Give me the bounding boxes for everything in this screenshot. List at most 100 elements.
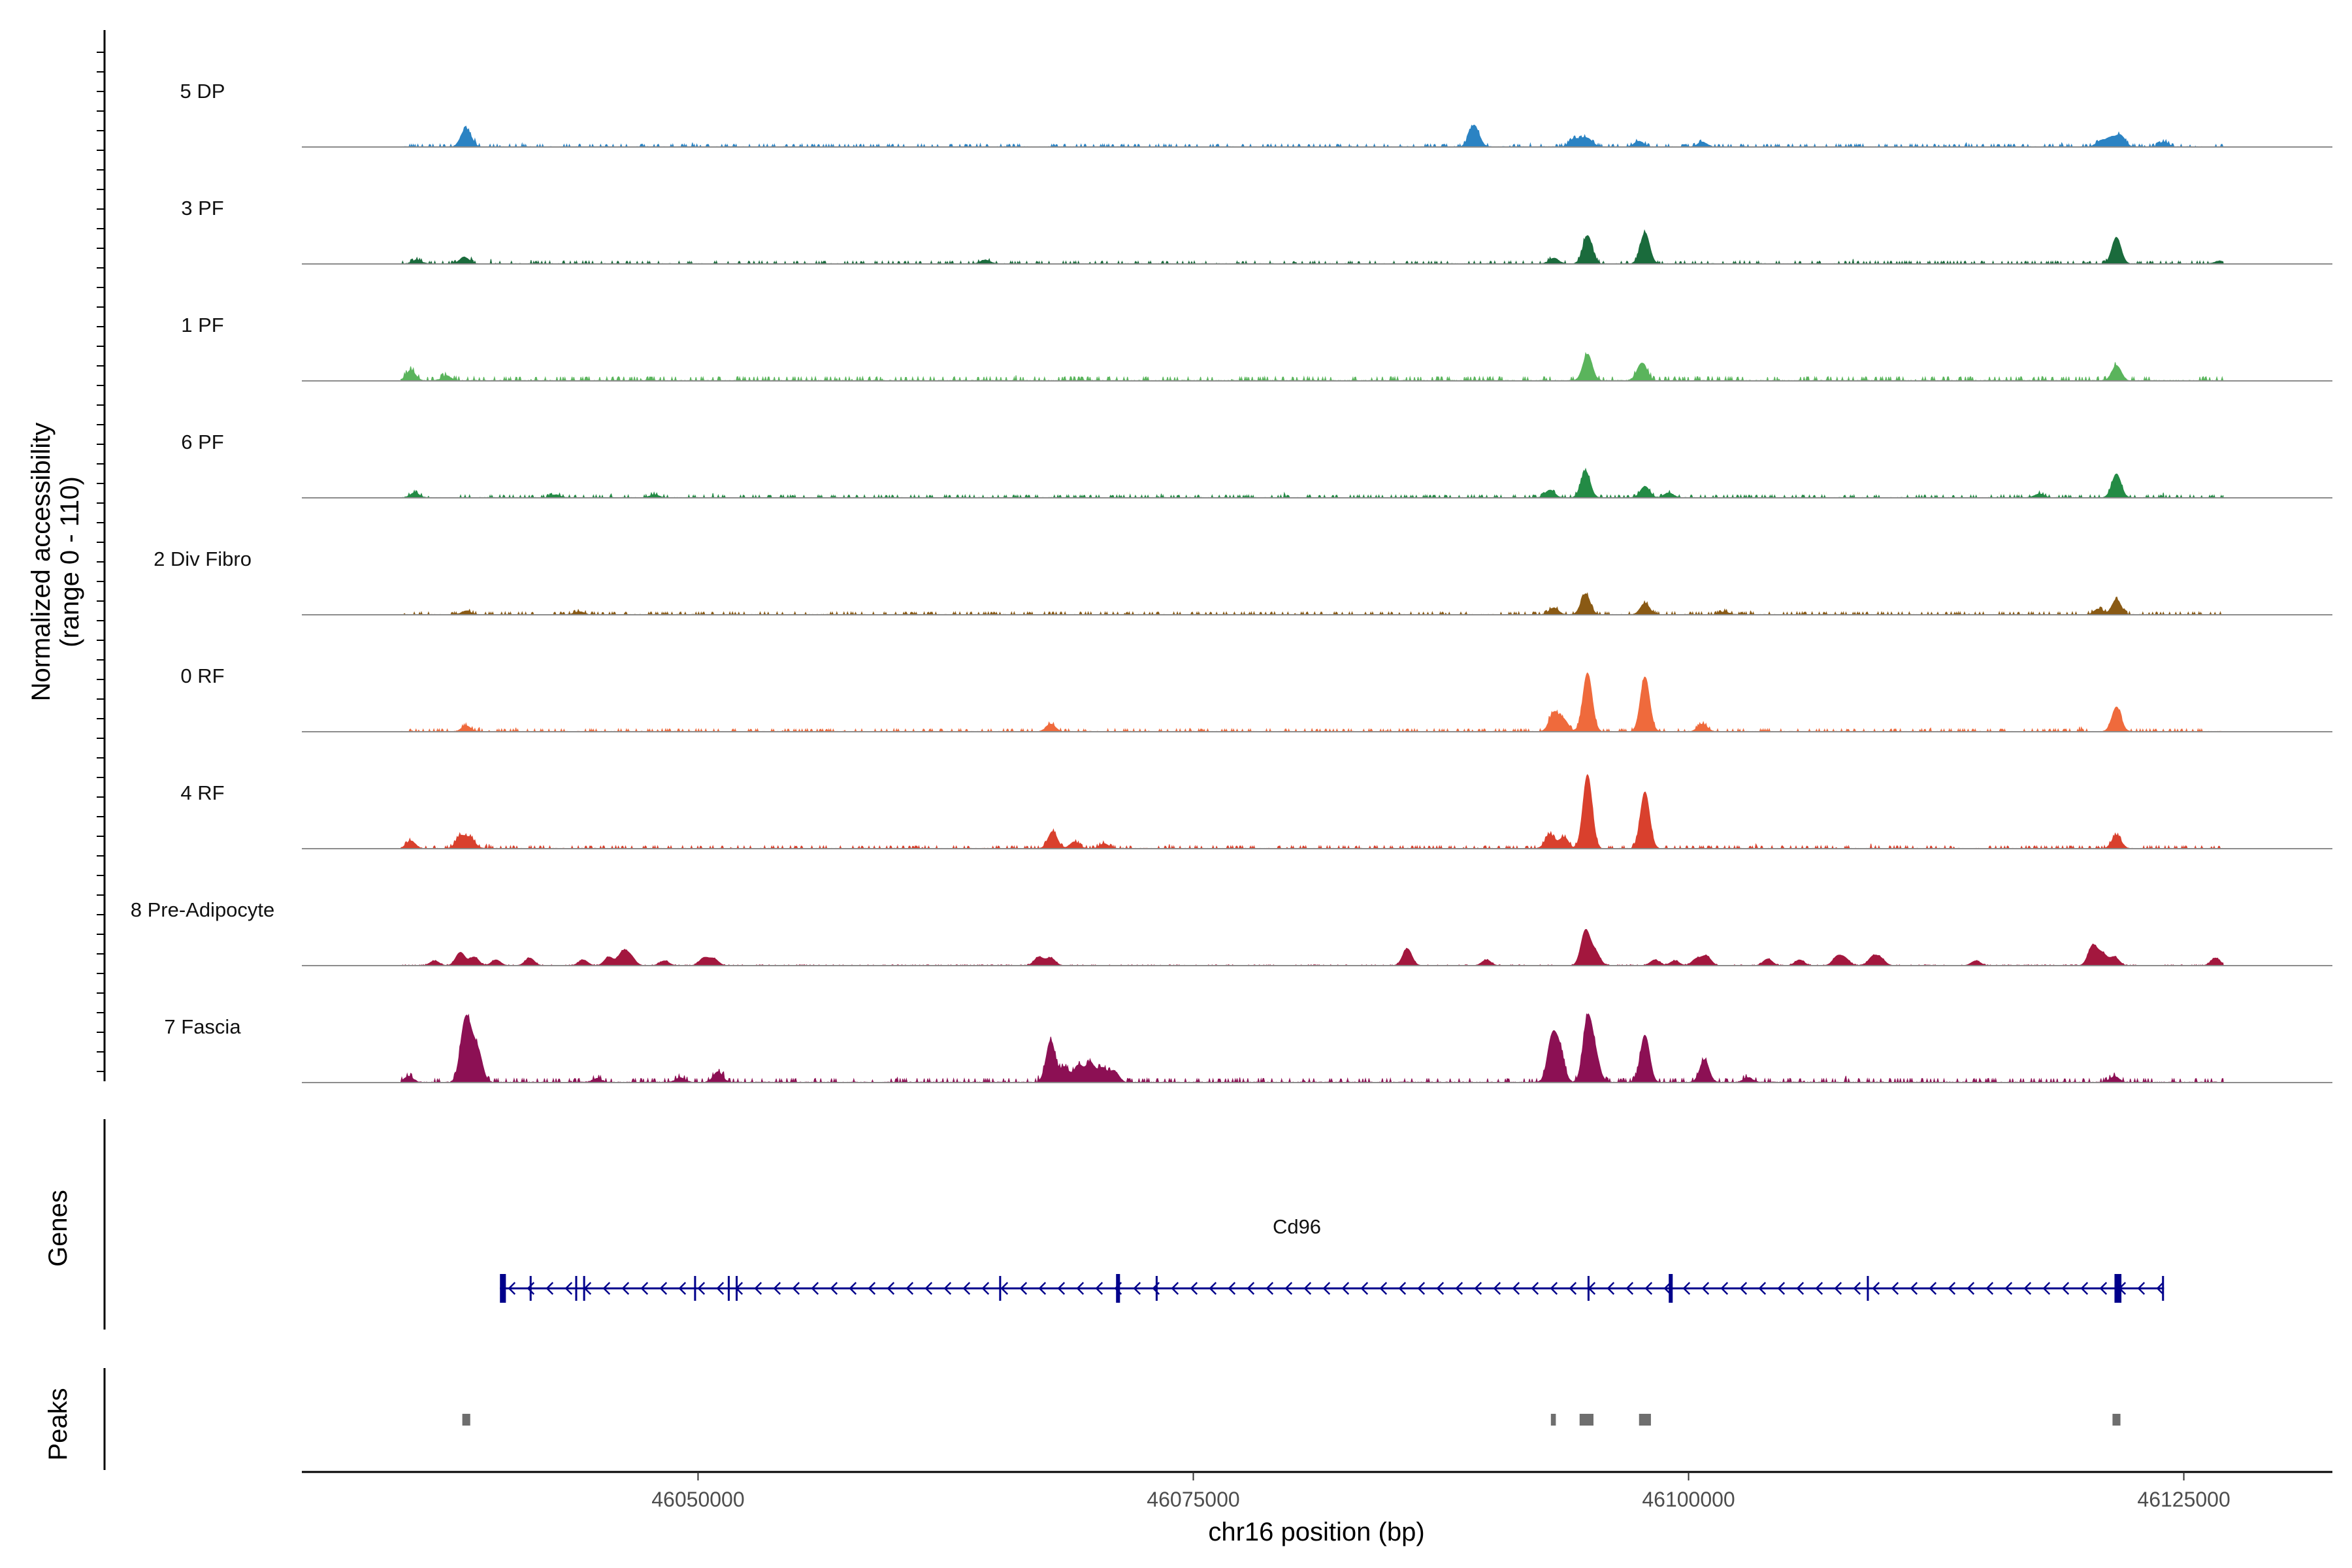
peak-region [1550, 1414, 1556, 1426]
strand-arrow [2156, 1282, 2164, 1295]
gene-exon [1116, 1274, 1120, 1303]
strand-arrow [1038, 1282, 1047, 1295]
track-2-div-fibro: 2 Div Fibro [154, 547, 2332, 616]
peak-region [1579, 1414, 1593, 1426]
strand-arrow [887, 1282, 895, 1295]
track-label: 4 RF [180, 781, 224, 804]
track-3-pf: 3 PF [181, 197, 2332, 265]
track-6-pf: 6 PF [181, 431, 2332, 499]
gene-exon [2114, 1274, 2122, 1303]
gene-exon [694, 1276, 696, 1301]
strand-arrow [1322, 1282, 1331, 1295]
strand-arrow [1720, 1282, 1729, 1295]
strand-arrow [1266, 1282, 1274, 1295]
track-label: 0 RF [180, 664, 224, 687]
strand-arrow [868, 1282, 876, 1295]
strand-arrow [1644, 1282, 1653, 1295]
strand-arrow [1474, 1282, 1482, 1295]
gene-exon [1587, 1276, 1590, 1301]
coverage-area [400, 592, 2224, 616]
peaks-axis-title: Peaks [44, 1388, 73, 1460]
gene-exon [529, 1276, 532, 1301]
strand-arrow [1360, 1282, 1369, 1295]
strand-arrow [1133, 1282, 1141, 1295]
strand-arrow [1872, 1282, 1880, 1295]
coverage-area [400, 672, 2225, 733]
track-label: 1 PF [181, 314, 223, 336]
strand-arrow [2137, 1282, 2146, 1295]
strand-arrow [1247, 1282, 1255, 1295]
gene-exon [1669, 1274, 1673, 1303]
strand-arrow [962, 1282, 971, 1295]
strand-arrow [1379, 1282, 1388, 1295]
strand-arrow [1436, 1282, 1445, 1295]
strand-arrow [754, 1282, 762, 1295]
y-axis-title-line1: Normalized accessibility [27, 423, 56, 702]
strand-arrow [2061, 1282, 2070, 1295]
strand-arrow [1019, 1282, 1028, 1295]
coverage-area [400, 1013, 2224, 1084]
peak-region [1639, 1414, 1651, 1426]
peak-region [462, 1414, 470, 1426]
strand-arrow [1625, 1282, 1634, 1295]
strand-arrow [1815, 1282, 1823, 1295]
coverage-area [400, 928, 2224, 966]
strand-arrow [1777, 1282, 1786, 1295]
strand-arrow [1512, 1282, 1520, 1295]
gene-exon [575, 1276, 578, 1301]
strand-arrow [1284, 1282, 1293, 1295]
peak-track [462, 1414, 2121, 1426]
strand-arrow [792, 1282, 800, 1295]
coverage-area [400, 124, 2225, 148]
strand-arrow [1398, 1282, 1407, 1295]
strand-arrow [1985, 1282, 1994, 1295]
gene-exon [999, 1276, 1002, 1301]
strand-arrow [678, 1282, 687, 1295]
strand-arrow [1417, 1282, 1426, 1295]
strand-arrow [1095, 1282, 1103, 1295]
strand-arrow [602, 1282, 611, 1295]
track-0-rf: 0 RF [180, 664, 2332, 733]
strand-arrow [1682, 1282, 1691, 1295]
strand-arrow [1853, 1282, 1861, 1295]
gene-exon [736, 1276, 738, 1301]
gene-exon [1155, 1276, 1158, 1301]
y-axis-title-line2: (range 0 - 110) [56, 476, 84, 647]
x-axis-tick-label: 46075000 [1147, 1488, 1239, 1511]
strand-arrow [1796, 1282, 1805, 1295]
x-axis-ticks: 46050000 46075000 46100000 46125000 [651, 1472, 2230, 1511]
track-7-fascia: 7 Fascia [164, 1013, 2332, 1084]
strand-arrow [527, 1282, 535, 1295]
strand-arrow [1228, 1282, 1236, 1295]
strand-arrow [830, 1282, 838, 1295]
strand-arrow [1076, 1282, 1085, 1295]
track-label: 5 DP [180, 80, 225, 103]
strand-arrow [564, 1282, 573, 1295]
strand-arrow [1455, 1282, 1463, 1295]
strand-arrow [1948, 1282, 1956, 1295]
strand-arrow [1057, 1282, 1066, 1295]
strand-arrow [1209, 1282, 1217, 1295]
gene-exon [2162, 1276, 2164, 1301]
strand-arrow [640, 1282, 649, 1295]
gene-exon [727, 1276, 730, 1301]
x-axis-title: chr16 position (bp) [1208, 1518, 1424, 1546]
strand-arrow [2099, 1282, 2108, 1295]
strand-arrow [716, 1282, 725, 1295]
strand-arrow [981, 1282, 990, 1295]
gene-exon [583, 1276, 585, 1301]
gene-label-cd96: Cd96 [1273, 1215, 1321, 1238]
strand-arrow [659, 1282, 668, 1295]
gene-exon [500, 1274, 506, 1303]
track-label: 8 Pre-Adipocyte [131, 898, 275, 921]
strand-arrow [906, 1282, 914, 1295]
strand-arrow [1910, 1282, 1918, 1295]
strand-arrow [1493, 1282, 1501, 1295]
strand-arrow [2023, 1282, 2032, 1295]
track-label: 2 Div Fibro [154, 547, 252, 570]
strand-arrow [1758, 1282, 1767, 1295]
track-label: 3 PF [181, 197, 223, 220]
coverage-area [400, 351, 2225, 382]
strand-arrow [924, 1282, 933, 1295]
